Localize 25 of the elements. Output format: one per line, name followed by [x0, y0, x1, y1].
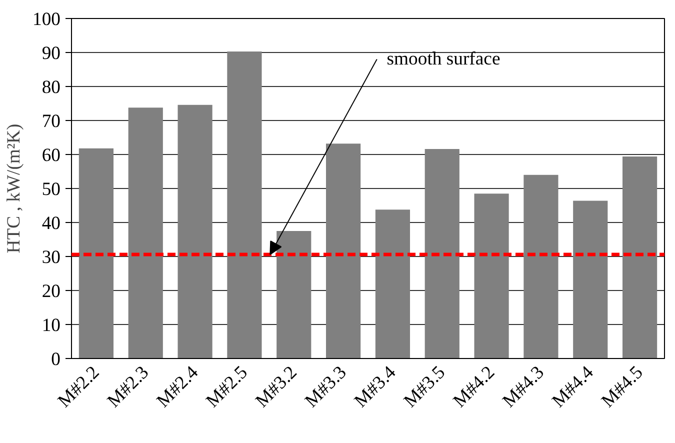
y-tick-label: 40: [42, 213, 60, 234]
bar: [474, 194, 509, 358]
bar: [276, 231, 312, 358]
ref-line-label: smooth surface: [386, 48, 500, 70]
y-tick-label: 50: [42, 179, 60, 200]
y-tick-label: 80: [42, 77, 60, 98]
y-tick-label: 70: [42, 111, 60, 132]
bar: [227, 51, 262, 358]
bar: [524, 174, 558, 358]
bar: [622, 156, 658, 358]
bar: [178, 104, 212, 358]
y-tick-label: 100: [32, 9, 60, 30]
bar: [573, 200, 608, 358]
bar: [326, 144, 361, 358]
bar: [78, 148, 114, 358]
y-axis-title: HTC , kW/(m²K): [4, 124, 25, 254]
bar: [128, 108, 163, 358]
y-tick-label: 0: [51, 349, 60, 370]
y-tick-label: 60: [42, 145, 60, 166]
y-tick-label: 10: [42, 315, 60, 336]
y-tick-label: 90: [42, 43, 60, 64]
y-tick-label: 30: [42, 247, 60, 268]
bar: [375, 210, 410, 358]
y-tick-label: 20: [42, 281, 60, 302]
bar: [424, 149, 460, 358]
